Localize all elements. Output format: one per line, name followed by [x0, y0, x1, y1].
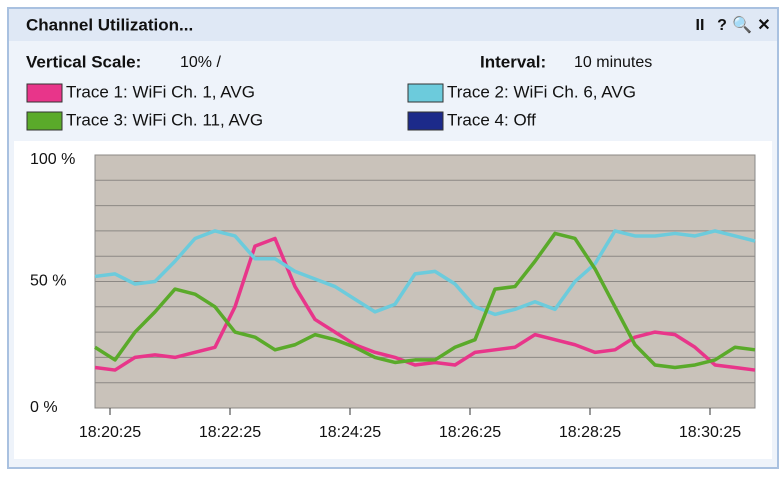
interval-label: Interval: [480, 52, 546, 71]
x-tick-label: 18:30:25 [679, 424, 741, 441]
trace-line [94, 236, 756, 372]
legend-swatch [407, 111, 444, 131]
legend-swatch [26, 83, 63, 103]
toolbar-button[interactable]: 🔍 [732, 14, 752, 34]
x-tick-label: 18:22:25 [199, 424, 261, 441]
legend-label: Trace 4: Off [447, 110, 536, 129]
scale-value: 10% / [180, 54, 221, 71]
trace-line [94, 229, 756, 317]
x-tick-label: 18:26:25 [439, 424, 501, 441]
legend-swatch [407, 83, 444, 103]
legend-label: Trace 2: WiFi Ch. 6, AVG [447, 82, 636, 101]
toolbar-button[interactable]: ? [717, 17, 727, 34]
legend-swatch [26, 111, 63, 131]
x-tick-label: 18:24:25 [319, 424, 381, 441]
toolbar-button[interactable]: ✕ [757, 17, 770, 34]
trace-line [94, 231, 756, 370]
toolbar: II? 🔍 ✕ [696, 14, 771, 34]
legend-label: Trace 3: WiFi Ch. 11, AVG [66, 110, 263, 129]
scale-label: Vertical Scale: [26, 52, 141, 71]
y-tick-label: 0 % [30, 399, 58, 416]
x-tick-label: 18:20:25 [79, 424, 141, 441]
x-tick-label: 18:28:25 [559, 424, 621, 441]
toolbar-button[interactable]: II [696, 17, 705, 34]
interval-value: 10 minutes [574, 54, 652, 71]
window-title: Channel Utilization... [26, 15, 193, 34]
legend-label: Trace 1: WiFi Ch. 1, AVG [66, 82, 255, 101]
y-tick-label: 50 % [30, 273, 66, 290]
title-bar [9, 9, 777, 41]
y-tick-label: 100 % [30, 151, 75, 168]
